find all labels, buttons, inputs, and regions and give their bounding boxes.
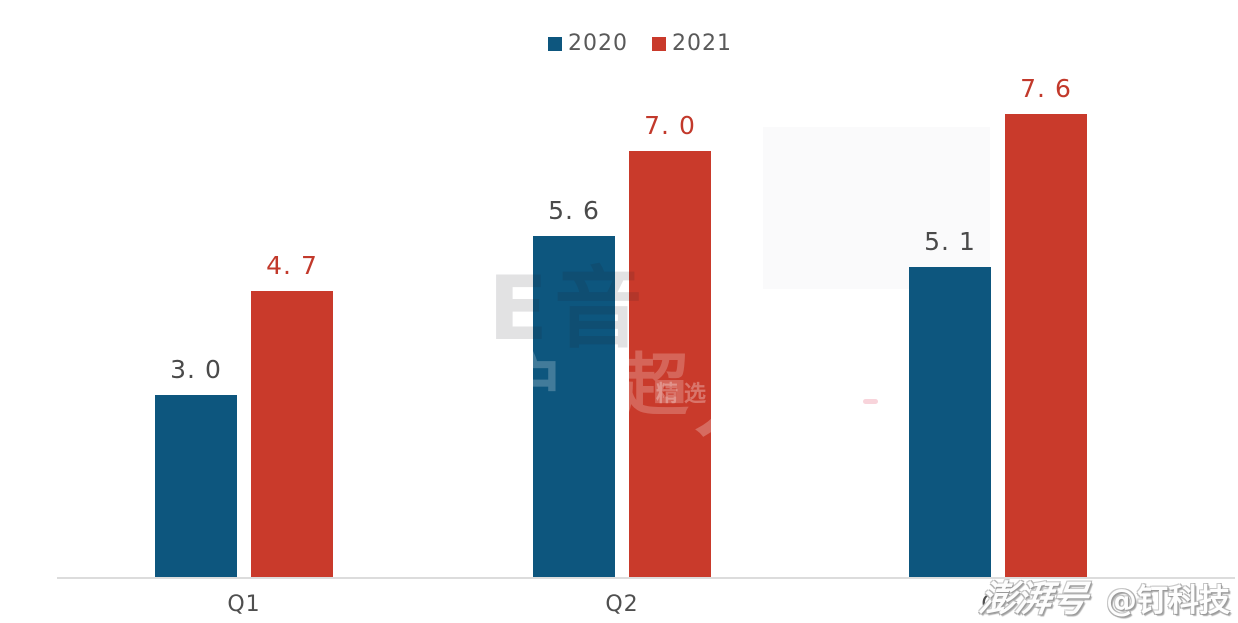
value-label-2021-q2: 7. 0 [644, 111, 696, 140]
legend-label-2021: 2021 [672, 31, 732, 56]
value-label-2021-q1: 4. 7 [266, 251, 318, 280]
bar-2020-q2 [533, 236, 615, 578]
bar-2020-q3 [909, 267, 991, 578]
legend-label-2020: 2020 [568, 31, 628, 56]
faint-watermark-block [763, 127, 990, 289]
bar-2021-q2 [629, 151, 711, 578]
bar-2020-q1 [155, 395, 237, 578]
x-axis-line [57, 577, 1235, 579]
legend-swatch-2020-icon [548, 36, 562, 51]
chart-legend: 2020 2021 [548, 31, 732, 56]
category-label-q2: Q2 [605, 592, 639, 617]
value-label-2020-q1: 3. 0 [170, 355, 222, 384]
bar-2021-q1 [251, 291, 333, 578]
watermark-bottom-right: 澎湃号 @钉科技 [977, 570, 1230, 622]
value-label-2020-q3: 5. 1 [924, 227, 976, 256]
watermark-handle: @钉科技 [1106, 583, 1230, 619]
bar-2021-q3 [1005, 114, 1087, 578]
category-label-q3: Q3 [981, 592, 1015, 617]
pink-artifact [863, 399, 878, 404]
value-label-2021-q3: 7. 6 [1020, 74, 1072, 103]
legend-item-2021: 2021 [652, 31, 732, 56]
legend-item-2020: 2020 [548, 31, 628, 56]
value-label-2020-q2: 5. 6 [548, 196, 600, 225]
category-label-q1: Q1 [227, 592, 261, 617]
watermark-pengpai: 澎湃号 [976, 579, 1091, 620]
legend-swatch-2021-icon [652, 36, 666, 51]
